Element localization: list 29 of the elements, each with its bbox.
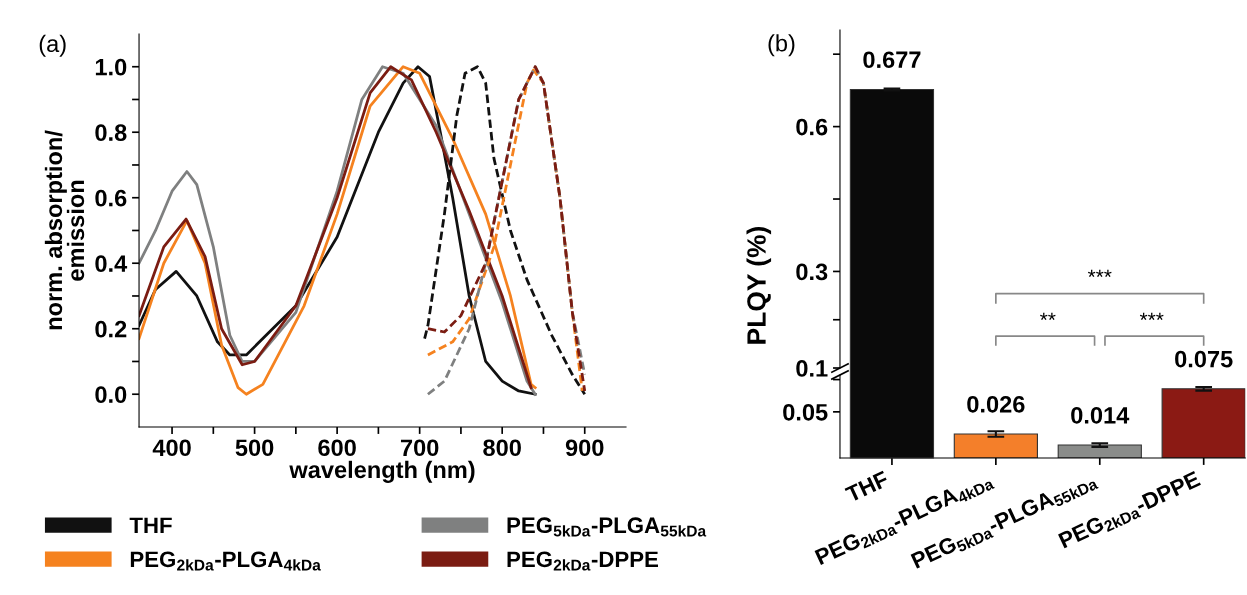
x-tick-label: 400 xyxy=(152,439,191,457)
y-tick-label: 0.8 xyxy=(95,124,127,142)
x-tick-label: 700 xyxy=(400,439,439,457)
annotation: ** xyxy=(1040,312,1056,321)
data-label: 0.075 xyxy=(1175,350,1233,368)
y-tick-label: 1.0 xyxy=(95,58,127,76)
annotation: *** xyxy=(1139,312,1164,321)
y-tick-label: 0.0 xyxy=(95,386,127,404)
y-axis-title: PLQY (%) xyxy=(746,226,772,344)
y-tick-label: 0.1 xyxy=(796,360,828,377)
y-tick-label: 0.4 xyxy=(95,255,128,273)
y-tick-label: 0.6 xyxy=(796,118,828,136)
y-tick-label: 0.05 xyxy=(783,403,828,421)
x-tick-label: 500 xyxy=(235,439,274,457)
x-tick-label: 600 xyxy=(318,439,356,457)
x-tick-label: 900 xyxy=(565,439,604,457)
y-tick-label: 0.2 xyxy=(95,320,127,338)
chart-title: (b) xyxy=(768,34,795,57)
data-label: 0.677 xyxy=(863,51,921,69)
data-label: 0.014 xyxy=(1071,407,1130,424)
x-tick-label: THF xyxy=(844,470,890,503)
y-tick-label: 0.3 xyxy=(796,263,828,281)
x-tick-label: 800 xyxy=(483,439,521,457)
data-label: 0.026 xyxy=(967,395,1025,413)
x-axis-title: wavelength (nm) xyxy=(289,460,475,483)
chart-title: (a) xyxy=(39,34,66,57)
annotation: *** xyxy=(1087,269,1112,278)
y-axis-title: norm. absorption/ emission xyxy=(44,130,85,330)
y-tick-label: 0.6 xyxy=(95,189,127,207)
